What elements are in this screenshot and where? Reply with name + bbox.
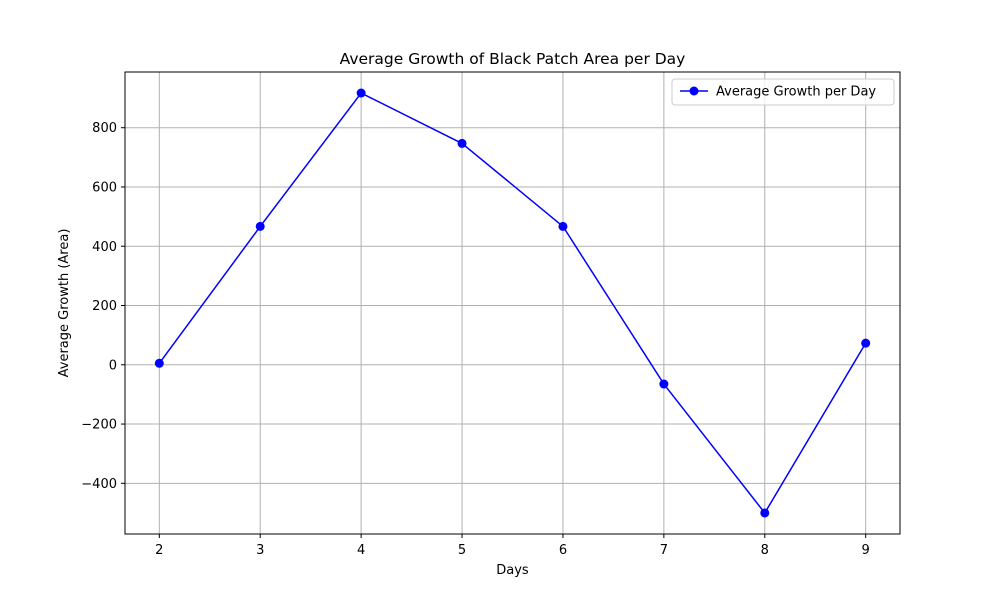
grid-lines xyxy=(125,72,900,534)
legend: Average Growth per Day xyxy=(671,78,895,106)
y-tick-label: 0 xyxy=(109,358,117,373)
data-point xyxy=(659,379,669,389)
legend-label: Average Growth per Day xyxy=(716,85,876,100)
data-point xyxy=(154,358,164,368)
y-tick-label: −200 xyxy=(81,418,117,433)
series-line xyxy=(158,92,867,514)
y-axis-label: Average Growth (Area) xyxy=(57,229,72,378)
y-tick-label: −400 xyxy=(81,477,117,492)
legend-box xyxy=(671,78,895,106)
x-tick-label: 8 xyxy=(761,543,769,558)
data-point xyxy=(861,338,871,348)
legend-marker-swatch xyxy=(689,86,699,96)
axis-ticks: 2 3 4 5 6 7 8 9 −400 −200 0 200 400 600 800 xyxy=(81,121,870,558)
y-tick-label: 800 xyxy=(92,121,117,136)
data-point xyxy=(356,88,366,98)
data-point xyxy=(457,138,467,148)
x-tick-label: 7 xyxy=(660,543,668,558)
series-layer xyxy=(154,88,871,518)
x-tick-label: 4 xyxy=(357,543,365,558)
chart-title: Average Growth of Black Patch Area per D… xyxy=(340,50,686,68)
x-tick-label: 5 xyxy=(458,543,466,558)
plot-area-frame xyxy=(124,71,901,535)
data-point xyxy=(760,508,770,518)
x-tick-label: 3 xyxy=(256,543,264,558)
x-tick-label: 9 xyxy=(862,543,870,558)
y-tick-label: 600 xyxy=(92,180,117,195)
y-tick-label: 200 xyxy=(92,299,117,314)
x-axis-label: Days xyxy=(496,563,529,578)
x-tick-label: 2 xyxy=(155,543,163,558)
data-point xyxy=(558,221,568,231)
data-point xyxy=(255,221,265,231)
x-tick-label: 6 xyxy=(559,543,567,558)
y-tick-label: 400 xyxy=(92,240,117,255)
